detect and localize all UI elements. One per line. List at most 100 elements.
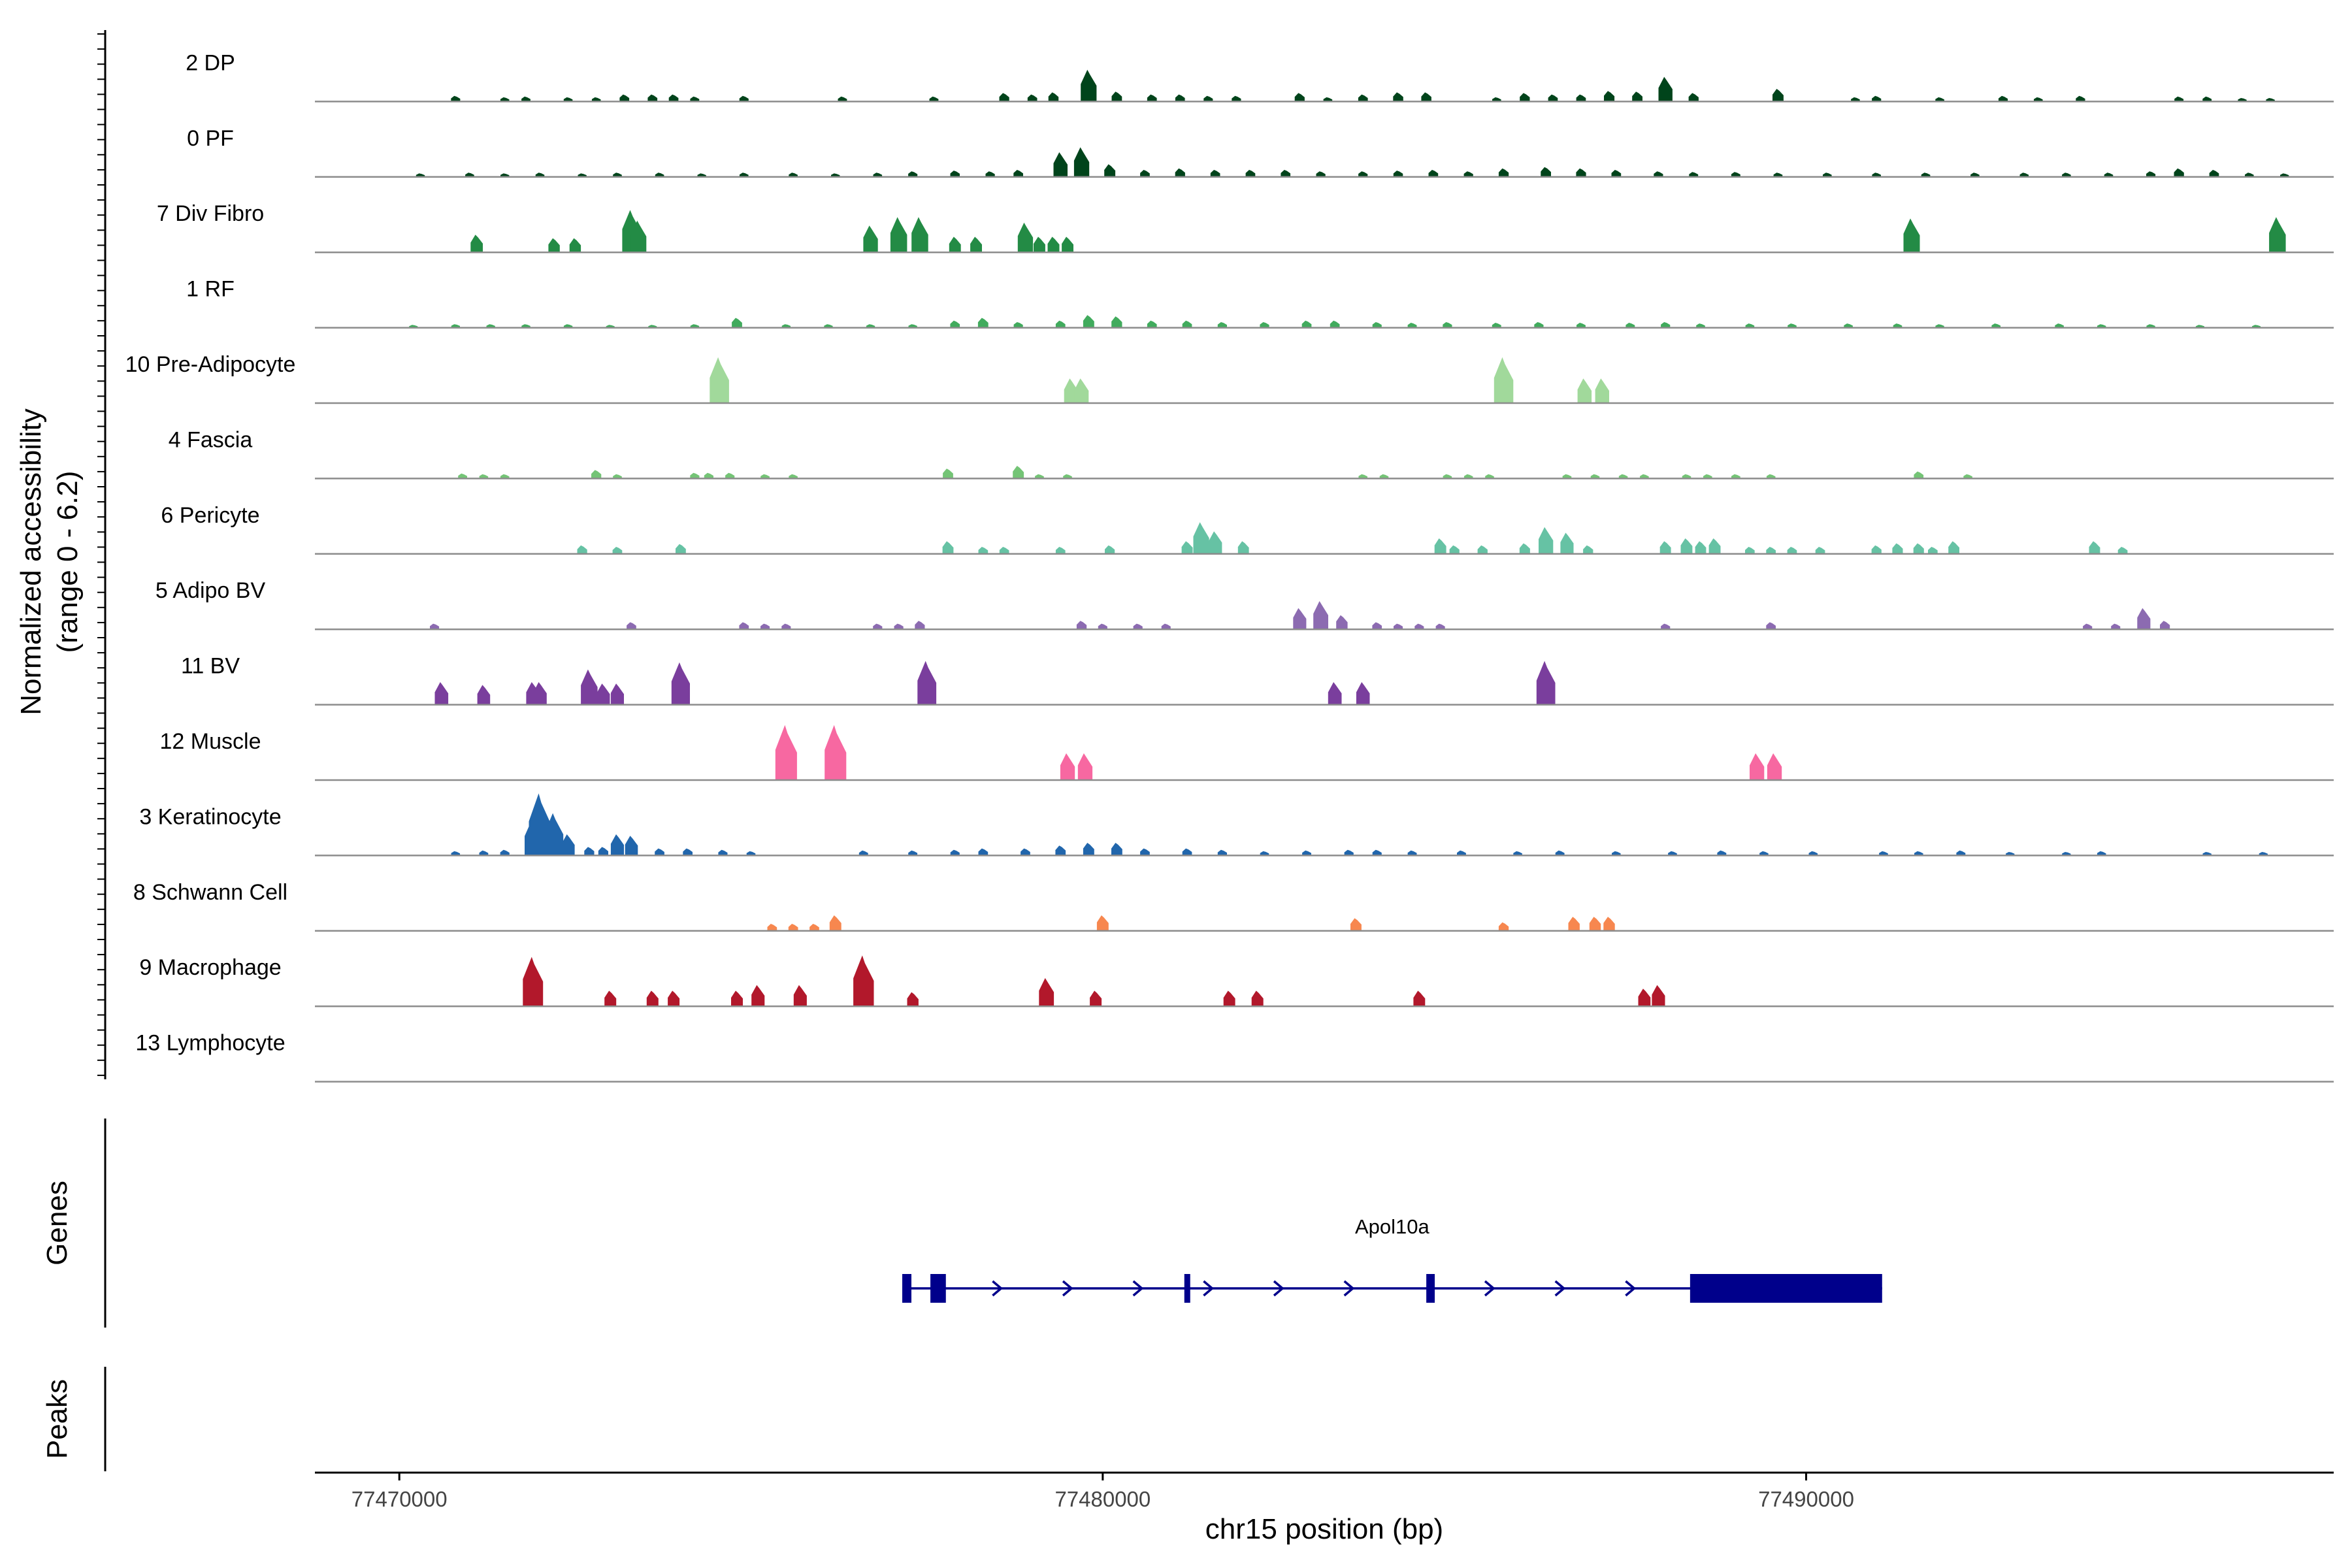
coverage-peak: [1921, 172, 1931, 177]
coverage-peak: [1844, 323, 1853, 328]
coverage-peak: [1914, 471, 1924, 479]
coverage-peak: [858, 850, 868, 856]
coverage-y-axis: [97, 30, 106, 1079]
gene-exon: [1690, 1274, 1882, 1303]
coverage-peak: [1872, 172, 1881, 177]
coverage-peak: [1717, 850, 1727, 856]
coverage-peak: [1302, 850, 1311, 856]
coverage-peak: [1903, 218, 1920, 253]
coverage-peak: [1260, 851, 1269, 856]
coverage-peak: [739, 622, 749, 630]
coverage-peak: [613, 172, 622, 177]
coverage-peak: [2269, 217, 2286, 253]
coverage-peak: [725, 472, 735, 479]
coverage-peak: [710, 357, 729, 403]
coverage-peak: [942, 541, 954, 554]
coverage-peak: [1731, 172, 1740, 177]
strand-arrow: [1203, 1280, 1215, 1297]
coverage-peak: [646, 990, 659, 1007]
coverage-peak: [1083, 315, 1094, 328]
coverage-peak: [1098, 623, 1107, 630]
coverage-peak: [1652, 985, 1665, 1007]
coverage-peak: [1203, 95, 1213, 102]
coverage-peak: [1948, 541, 1959, 554]
track-2: 0 PF: [187, 126, 2334, 178]
coverage-peak: [978, 848, 988, 856]
coverage-peak: [1611, 170, 1622, 177]
coverage-peak: [1555, 850, 1565, 856]
coverage-peak: [746, 851, 756, 856]
track-label: 7 Div Fibro: [157, 201, 264, 226]
coverage-peak: [604, 990, 617, 1007]
y-axis-title: Normalized accessibility: [15, 408, 47, 715]
coverage-peak: [1590, 474, 1600, 479]
track-label: 4 Fascia: [169, 427, 253, 452]
coverage-peak: [1583, 545, 1593, 554]
coverage-peak: [2209, 170, 2219, 177]
coverage-peak: [1963, 474, 1972, 479]
coverage-peak: [563, 97, 573, 102]
coverage-peak: [2146, 171, 2156, 177]
coverage-peak: [732, 318, 742, 328]
coverage-peak: [2097, 324, 2106, 328]
coverage-peak: [1111, 316, 1122, 328]
coverage-peak: [1485, 474, 1494, 479]
coverage-peak: [2160, 621, 2170, 630]
coverage-peak: [788, 924, 798, 931]
coverage-peak: [451, 851, 461, 856]
track-13: 9 Macrophage: [139, 955, 2334, 1007]
coverage-peak: [2266, 98, 2275, 102]
coverage-peak: [1182, 848, 1192, 856]
coverage-peak: [1053, 152, 1068, 177]
coverage-peak: [610, 834, 624, 856]
coverage-peak: [561, 834, 575, 856]
coverage-peak: [1034, 237, 1045, 253]
coverage-peak: [1576, 168, 1586, 177]
coverage-peak: [1463, 171, 1473, 177]
track-label: 13 Lymphocyte: [135, 1031, 285, 1056]
coverage-peak: [1175, 94, 1185, 102]
coverage-peak: [767, 924, 777, 931]
coverage-peak: [451, 324, 460, 328]
coverage-peak: [1970, 172, 1980, 177]
coverage-peak: [1589, 917, 1601, 931]
coverage-peak: [1293, 608, 1307, 630]
coverage-peak: [908, 171, 918, 177]
coverage-peak: [690, 324, 700, 328]
coverage-peak: [591, 470, 602, 479]
track-9: 11 BV: [181, 654, 2334, 706]
coverage-peak: [1745, 547, 1755, 554]
coverage-peak: [809, 924, 819, 931]
coverage-peak: [2245, 172, 2254, 177]
coverage-peak: [1413, 990, 1426, 1007]
coverage-peak: [1893, 323, 1903, 328]
coverage-peak: [2034, 97, 2043, 102]
track-3: 7 Div Fibro: [157, 201, 2334, 253]
coverage-peak: [1111, 91, 1122, 102]
coverage-peak: [1328, 682, 1342, 705]
x-axis-title: chr15 position (bp): [1205, 1513, 1443, 1545]
coverage-peak: [1872, 95, 1882, 102]
coverage-peak: [1659, 541, 1671, 554]
coverage-peak: [894, 623, 904, 630]
coverage-peak: [2174, 96, 2184, 102]
coverage-peak: [578, 173, 587, 177]
coverage-peak: [533, 682, 547, 705]
peaks-panel-label: Peaks: [41, 1379, 73, 1459]
coverage-peak: [535, 172, 545, 177]
coverage-peak: [1372, 849, 1382, 856]
coverage-peak: [613, 474, 622, 479]
coverage-peak: [1640, 474, 1649, 479]
coverage-peak: [1237, 541, 1249, 554]
coverage-peak: [627, 622, 636, 630]
coverage-peak: [1815, 547, 1825, 554]
strand-arrow: [992, 1280, 1004, 1297]
coverage-peak: [1055, 845, 1066, 856]
coverage-peak: [1759, 851, 1769, 856]
coverage-peak: [2238, 98, 2247, 102]
coverage-peak: [569, 238, 581, 253]
coverage-peak: [1519, 543, 1530, 554]
coverage-peak: [1541, 167, 1551, 177]
coverage-peak: [1731, 474, 1740, 479]
coverage-peak: [1787, 547, 1797, 554]
